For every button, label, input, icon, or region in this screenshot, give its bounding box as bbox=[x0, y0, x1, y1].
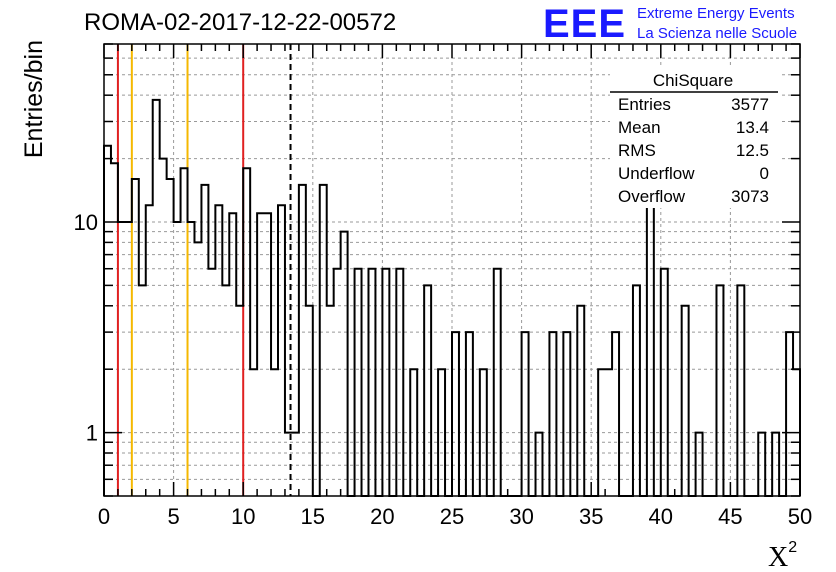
stats-value: 0 bbox=[760, 164, 769, 183]
stats-label: Entries bbox=[618, 95, 671, 114]
stats-label: Underflow bbox=[618, 164, 695, 183]
x-tick-label: 0 bbox=[98, 504, 110, 529]
x-tick-label: 25 bbox=[440, 504, 464, 529]
y-tick-label: 10 bbox=[74, 210, 98, 235]
eee-brand: EEE Extreme Energy Events La Scienza nel… bbox=[543, 2, 833, 48]
stats-label: RMS bbox=[618, 141, 656, 160]
stats-box: ChiSquare Entries 3577 Mean 13.4 RMS 12.5 Unde… bbox=[610, 66, 780, 208]
y-axis-label: Entries/bin bbox=[20, 40, 48, 158]
brand-line-2: La Scienza nelle Scuole bbox=[637, 25, 798, 42]
x-tick-label: 45 bbox=[718, 504, 742, 529]
x-tick-label: 40 bbox=[649, 504, 673, 529]
x-axis-label-superscript: 2 bbox=[788, 539, 797, 556]
x-tick-label: 35 bbox=[579, 504, 603, 529]
stats-value: 3073 bbox=[731, 187, 769, 206]
stats-value: 12.5 bbox=[736, 141, 769, 160]
x-tick-labels: 0 5 10 15 20 25 30 35 40 45 50 bbox=[98, 504, 812, 529]
x-axis-label: X2 bbox=[768, 539, 797, 572]
stats-value: 3577 bbox=[731, 95, 769, 114]
x-tick-label: 50 bbox=[788, 504, 812, 529]
eee-logo: EEE bbox=[543, 2, 627, 46]
reference-lines bbox=[116, 44, 292, 496]
x-tick-label: 10 bbox=[231, 504, 255, 529]
x-tick-label: 5 bbox=[167, 504, 179, 529]
y-tick-label: 1 bbox=[86, 421, 98, 446]
stats-label: Overflow bbox=[618, 187, 686, 206]
stats-title: ChiSquare bbox=[653, 71, 733, 90]
plot-title: ROMA-02-2017-12-22-00572 bbox=[84, 9, 397, 36]
histogram-line bbox=[103, 98, 801, 497]
stats-label: Mean bbox=[618, 118, 661, 137]
x-tick-label: 15 bbox=[301, 504, 325, 529]
stats-value: 13.4 bbox=[736, 118, 769, 137]
axis-ticks bbox=[103, 43, 801, 497]
x-tick-label: 20 bbox=[370, 504, 394, 529]
y-tick-labels: 1 10 bbox=[74, 210, 98, 446]
x-axis-label-base: X bbox=[768, 542, 788, 572]
brand-line-1: Extreme Energy Events bbox=[637, 5, 795, 22]
x-tick-label: 30 bbox=[509, 504, 533, 529]
